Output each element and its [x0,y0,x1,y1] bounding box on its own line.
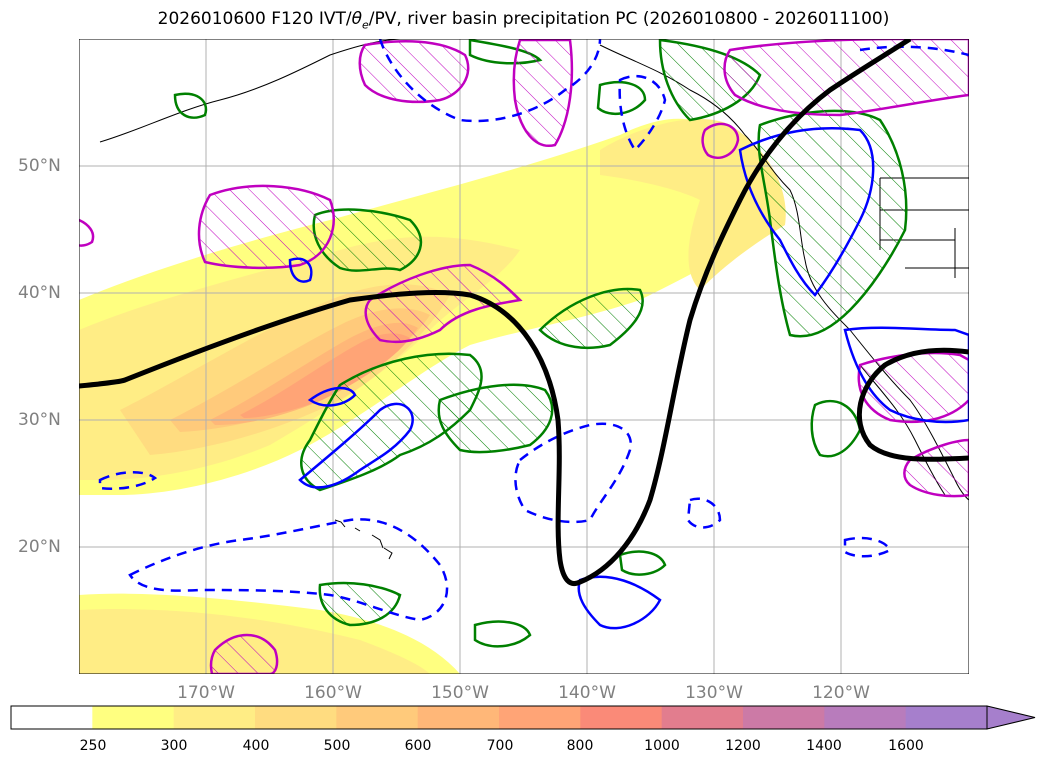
colorbar-tick-500: 500 [323,738,351,754]
colorbar-segment [580,706,663,729]
high-pv-contours [79,39,969,674]
state-borders [879,178,969,278]
colorbar-tick-1000: 1000 [644,738,680,754]
colorbar-segment [743,706,825,729]
high-pv-region-8 [209,633,279,674]
lat-label-20n: 20°N [18,537,61,557]
theta-e-small-1 [618,550,667,576]
lon-label-140w: 140°W [558,683,616,703]
high-pv-region-4 [512,39,574,148]
pv-contour-dashed-8 [859,45,969,57]
pv-contour-dashed-1 [128,518,449,622]
colorbar-tick-250: 250 [79,738,107,754]
colorbar-extend-arrow [986,705,1036,730]
theta-e-region-mexico [810,399,862,458]
high-pv-edge [79,218,95,247]
theta-e-region-east [437,383,554,454]
lat-label-30n: 30°N [18,410,61,430]
colorbar-segment [92,706,175,729]
pv-contour-dashed-2 [514,422,633,524]
lon-label-120w: 120°W [812,683,870,703]
pv-contour-solid-2 [307,386,357,407]
colorbar-outline [10,705,988,730]
colorbar-tick-800: 800 [566,738,594,754]
theta-e-small-3 [173,92,208,119]
pv-contour-dashed-6 [686,497,722,529]
colorbar-segment [661,706,744,729]
colorbar-segment [905,706,988,729]
colorbar [10,705,1036,730]
pv-contour-solid-6 [288,257,313,283]
high-pv-region-6 [857,351,969,424]
colorbar-tick-600: 600 [404,738,432,754]
lat-label-40n: 40°N [18,283,61,303]
pv-contours [98,39,969,630]
pv-contour-dashed-5 [843,536,892,558]
high-pv-region-9 [701,122,740,159]
colorbar-segment [824,706,907,729]
graticule [79,39,969,674]
colorbar-tick-1200: 1200 [725,738,761,754]
pv-contour-solid-3 [577,575,662,630]
pv-contour-solid-1 [298,402,414,489]
theta-e-region-south [318,581,402,627]
ivt-coast-region [600,119,786,290]
colorbar-tick-300: 300 [160,738,188,754]
high-pv-region-2 [364,263,523,344]
theta-e-region-coast [757,109,908,338]
ivt-700-region [240,333,410,418]
lon-label-150w: 150°W [431,683,489,703]
lat-label-50n: 50°N [18,156,61,176]
alaska-coast [99,39,401,143]
hawaii-islands [334,519,393,560]
chart-title: 2026010600 F120 IVT/θe/PV, river basin p… [157,9,890,32]
black-contour-mexico [856,347,969,462]
lon-label-160w: 160°W [304,683,362,703]
high-pv-region-3 [358,40,470,104]
black-contour [79,39,969,586]
colorbar-segment [336,706,419,729]
high-pv-region-1 [197,184,335,270]
theta-e-region-mid [538,287,644,350]
theta-e-small-2 [473,620,532,648]
colorbar-segment [11,706,93,729]
colorbar-segment [499,706,581,729]
high-pv-region-7 [903,438,969,498]
black-contour-main [79,39,912,586]
colorbar-segment [417,706,500,729]
colorbar-tick-700: 700 [486,738,514,754]
pv-contour-dashed-7 [98,471,158,490]
pv-contour-dashed-4 [618,74,667,152]
colorbar-segment [255,706,337,729]
lon-label-130w: 130°W [685,683,743,703]
pv-contour-solid-4 [738,126,875,297]
theta-e-small-4 [596,81,647,116]
theta-e-region-north-pacific [312,208,422,272]
pv-contour-dashed-3 [378,39,602,123]
colorbar-segment [173,706,256,729]
colorbar-tick-1600: 1600 [888,738,924,754]
colorbar-tick-400: 400 [242,738,270,754]
lon-label-170w: 170°W [177,683,235,703]
colorbar-tick-1400: 1400 [806,738,842,754]
